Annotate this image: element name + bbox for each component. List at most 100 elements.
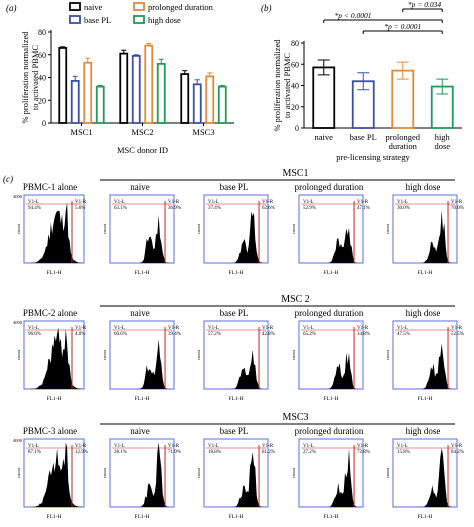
y-tick-label-b: 0 xyxy=(295,124,299,133)
histogram-y-label: count xyxy=(196,223,201,234)
gate-right-value: 4.0% xyxy=(75,332,85,337)
y-tick-label-b: 20 xyxy=(291,103,299,112)
histogram-ymax-label: 4000 xyxy=(13,438,23,443)
group-title: MSC1 xyxy=(282,168,308,179)
gate-left-label: V1-L xyxy=(397,200,408,205)
histogram-y-label-group: count xyxy=(16,467,21,478)
bar-a-base-PL xyxy=(70,80,80,124)
legend-swatch-naive xyxy=(69,2,81,11)
gate-right-label: V1-R xyxy=(451,444,463,449)
gate-right-value: 39.4% xyxy=(168,332,181,337)
y-axis-label-b-line2: to activated PBMC xyxy=(282,53,292,118)
histogram-y-label: count xyxy=(291,467,296,478)
histogram-ymax-label: 4000 xyxy=(13,320,23,325)
histogram-frame xyxy=(203,194,269,264)
histogram-distribution xyxy=(299,227,362,263)
panel-b-label: (b) xyxy=(261,3,272,13)
y-axis-label-a: % proliferation normalized to activated P… xyxy=(20,31,40,124)
gate-right-label: V1-R xyxy=(168,444,180,449)
gate-left-value: 57.2% xyxy=(208,332,221,337)
bar-b-naive xyxy=(312,66,336,129)
y-tick-label-a: 0 xyxy=(42,119,46,128)
gate-left-value: 65.2% xyxy=(303,332,316,337)
gate-left-value: 87.1% xyxy=(28,450,41,455)
y-tick-label-a: 60 xyxy=(38,51,46,60)
gate-left-value: 18.8% xyxy=(208,450,221,455)
y-tick-label-b: 40 xyxy=(291,82,299,91)
gate-left-value: 94.4% xyxy=(28,206,41,211)
y-tick-label-a: 40 xyxy=(38,74,46,83)
gate-right-value: 47.1% xyxy=(357,206,370,211)
histogram-frame xyxy=(109,194,175,264)
gate-left-value: 47.5% xyxy=(397,332,410,337)
histogram-y-label-group: count xyxy=(291,349,296,360)
legend-swatch-high-dose xyxy=(133,15,145,24)
condition-title: base PL xyxy=(220,182,249,192)
legend-label-base-PL: base PL xyxy=(84,15,111,25)
gate-left-value: 37.4% xyxy=(208,206,221,211)
gate-left-label: V1-L xyxy=(208,444,219,449)
gate-left-label: V1-L xyxy=(303,326,314,331)
condition-title: prolonged duration xyxy=(295,426,364,436)
histogram-y-label: count xyxy=(16,467,21,478)
histogram-distribution xyxy=(24,327,83,389)
gate-left-label: V1-L xyxy=(114,444,125,449)
histogram-y-label: count xyxy=(102,223,107,234)
histogram-y-label: count xyxy=(16,349,21,360)
histogram-y-label-group: count xyxy=(385,223,390,234)
gate-right-label: V1-R xyxy=(75,444,87,449)
histogram-distribution xyxy=(24,442,83,507)
legend-label-naive: naive xyxy=(84,2,103,12)
x-tick-label-a: MSC1 xyxy=(70,127,92,137)
histogram-distribution xyxy=(299,448,362,507)
gate-right-label: V1-R xyxy=(75,326,87,331)
gate-left-label: V1-L xyxy=(303,444,314,449)
gate-right-value: 84.2% xyxy=(451,450,464,455)
gate-right-value: 81.2% xyxy=(262,450,275,455)
gate-left-label: V1-L xyxy=(303,200,314,205)
histogram-y-label: count xyxy=(196,349,201,360)
gate-right-label: V1-R xyxy=(357,200,369,205)
histogram-x-label: FL1-H xyxy=(324,514,339,520)
bar-a-high-dose xyxy=(217,85,227,124)
y-tick-label-a: 80 xyxy=(38,28,46,37)
histogram-y-label: count xyxy=(385,467,390,478)
gate-left-label: V1-L xyxy=(208,326,219,331)
gate-right-value: 42.8% xyxy=(262,332,275,337)
histogram-y-label: count xyxy=(16,223,21,234)
gate-right-value: 70.0% xyxy=(451,206,464,211)
histogram-distribution xyxy=(204,349,267,389)
panel-c-label: (c) xyxy=(3,174,13,184)
gate-right-label: V1-R xyxy=(357,326,369,331)
x-tick-label-b: high xyxy=(435,132,451,142)
histogram-y-label-group: count xyxy=(16,223,21,234)
gate-left-value: 30.0% xyxy=(397,206,410,211)
gate-left-value: 15.8% xyxy=(397,450,410,455)
condition-title: naive xyxy=(130,308,150,318)
histogram-y-label-group: count xyxy=(102,467,107,478)
condition-title: high dose xyxy=(406,308,441,318)
histogram-distribution xyxy=(393,448,456,507)
gate-right-value: 72.8% xyxy=(357,450,370,455)
histogram-y-label-group: count xyxy=(291,467,296,478)
significance-annotation: *p = 0.034 xyxy=(408,0,441,9)
histogram-frame xyxy=(109,320,175,390)
gate-left-label: V1-L xyxy=(208,200,219,205)
histogram-frame xyxy=(298,320,364,390)
gate-right-label: V1-R xyxy=(262,200,274,205)
histogram-distribution xyxy=(204,211,267,263)
gate-right-label: V1-R xyxy=(357,444,369,449)
group-title: MSC 2 xyxy=(281,294,310,305)
x-tick-label-a: MSC3 xyxy=(192,127,214,137)
legend-swatch-base-PL xyxy=(69,15,81,24)
histogram-x-label: FL1-H xyxy=(47,514,62,520)
bar-a-base-PL xyxy=(131,54,141,124)
histogram-y-label-group: count xyxy=(291,223,296,234)
gate-left-value: 63.1% xyxy=(114,206,127,211)
condition-title: base PL xyxy=(220,308,249,318)
histogram-x-label: FL1-H xyxy=(324,396,339,402)
y-axis-label-a-line2: to activated PBMC xyxy=(30,45,40,110)
histogram-y-label-group: count xyxy=(102,349,107,360)
